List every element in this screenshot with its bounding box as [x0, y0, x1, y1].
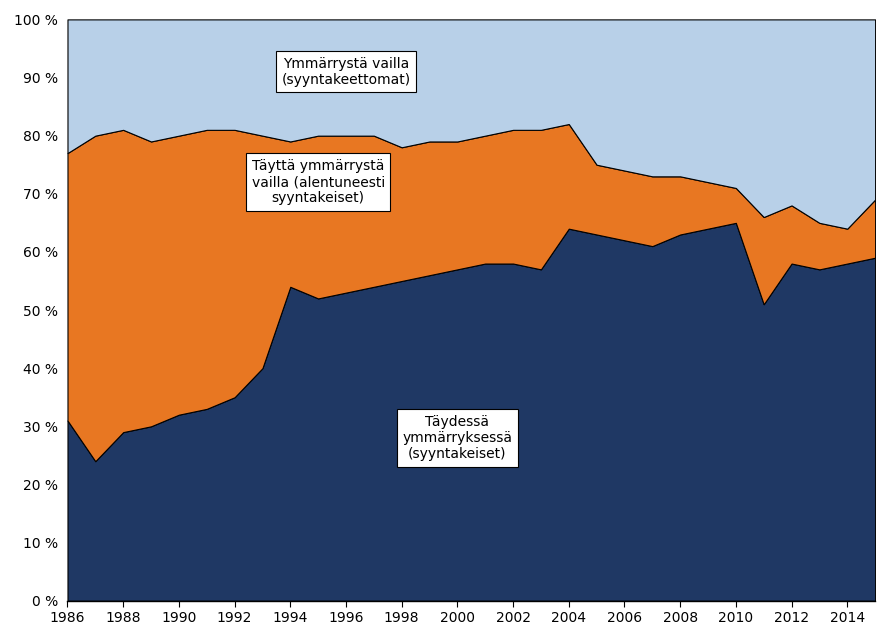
Text: Täyttä ymmärrystä
vailla (alentuneesti
syyntakeiset): Täyttä ymmärrystä vailla (alentuneesti s… — [252, 159, 385, 205]
Text: Ymmärrystä vailla
(syyntakeettomat): Ymmärrystä vailla (syyntakeettomat) — [282, 57, 411, 87]
Text: Täydessä
ymmärryksessä
(syyntakeiset): Täydessä ymmärryksessä (syyntakeiset) — [403, 415, 512, 461]
